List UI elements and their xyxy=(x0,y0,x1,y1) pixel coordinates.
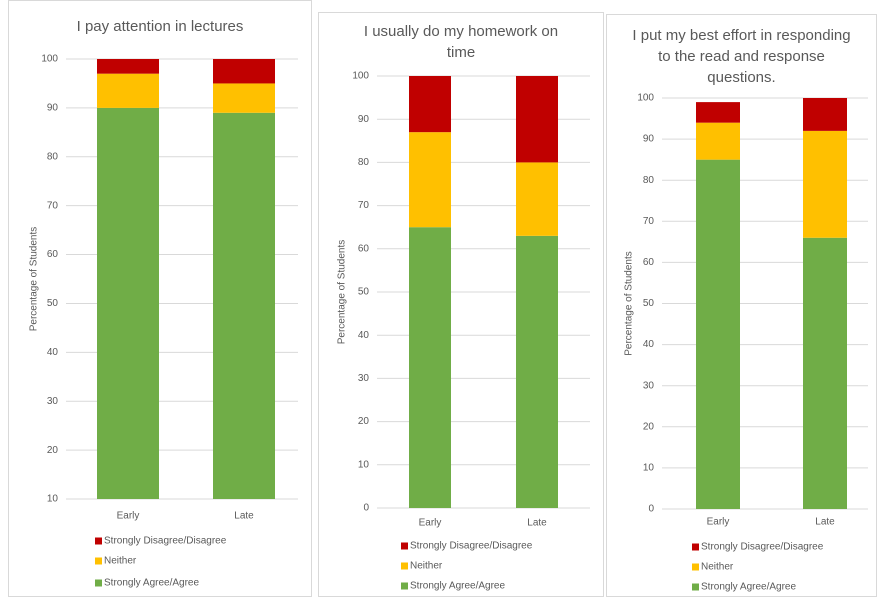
bar-segment xyxy=(213,83,275,113)
bar-segment xyxy=(213,112,275,500)
y-tick-label: 60 xyxy=(47,249,59,260)
y-tick-label: 20 xyxy=(643,421,655,432)
y-tick-label: 70 xyxy=(358,200,370,211)
bar-segment xyxy=(409,227,451,508)
legend-label: Neither xyxy=(104,556,137,567)
y-tick-label: 0 xyxy=(363,503,369,514)
legend-label: Strongly Disagree/Disagree xyxy=(701,542,824,553)
y-tick-label: 0 xyxy=(648,504,654,515)
bar-segment xyxy=(696,159,740,509)
legend-swatch xyxy=(95,579,102,587)
y-tick-label: 40 xyxy=(47,347,59,358)
legend-swatch xyxy=(692,583,699,591)
y-tick-label: 80 xyxy=(643,175,655,186)
y-tick-label: 10 xyxy=(47,494,59,505)
y-tick-label: 70 xyxy=(47,200,59,211)
y-tick-label: 20 xyxy=(47,445,59,456)
legend-swatch xyxy=(95,537,102,545)
y-tick-label: 70 xyxy=(643,216,655,227)
y-tick-label: 80 xyxy=(47,151,59,162)
y-tick-label: 10 xyxy=(358,459,370,470)
bar-segment xyxy=(97,59,159,74)
bar-segment xyxy=(803,98,847,131)
y-tick-label: 30 xyxy=(47,396,59,407)
chart-title: I put my best effort in responding to th… xyxy=(632,27,851,86)
chart-title: I usually do my homework on time xyxy=(363,23,559,61)
x-tick-label: Early xyxy=(419,518,442,529)
legend-swatch xyxy=(401,542,408,550)
y-tick-label: 100 xyxy=(41,54,58,65)
bar-segment xyxy=(516,76,558,163)
bar-segment xyxy=(516,235,558,508)
bar-segment xyxy=(803,130,847,238)
bar-segment xyxy=(696,122,740,160)
y-tick-label: 90 xyxy=(47,103,59,114)
legend-label: Neither xyxy=(701,562,734,573)
legend-swatch xyxy=(95,557,102,565)
legend-swatch xyxy=(692,543,699,551)
y-tick-label: 90 xyxy=(643,134,655,145)
y-tick-label: 40 xyxy=(358,330,370,341)
y-tick-label: 40 xyxy=(643,339,655,350)
y-tick-label: 50 xyxy=(358,287,370,298)
y-tick-label: 60 xyxy=(643,257,655,268)
y-axis-label: Percentage of Students xyxy=(29,227,40,332)
bar-segment xyxy=(803,237,847,510)
legend-swatch xyxy=(401,582,408,590)
bar-segment xyxy=(516,162,558,236)
y-tick-label: 30 xyxy=(358,373,370,384)
bar-segment xyxy=(97,107,159,499)
y-tick-label: 50 xyxy=(643,298,655,309)
legend-label: Strongly Agree/Agree xyxy=(701,582,796,593)
y-tick-label: 50 xyxy=(47,298,59,309)
bar-segment xyxy=(213,59,275,84)
bar-segment xyxy=(409,76,451,133)
chart-title: I pay attention in lectures xyxy=(76,18,244,35)
y-tick-label: 30 xyxy=(643,380,655,391)
x-tick-label: Late xyxy=(527,518,547,529)
y-axis-label: Percentage of Students xyxy=(337,240,348,345)
y-tick-label: 80 xyxy=(358,157,370,168)
x-tick-label: Early xyxy=(117,511,140,522)
y-tick-label: 90 xyxy=(358,114,370,125)
legend-swatch xyxy=(401,562,408,570)
legend-label: Strongly Disagree/Disagree xyxy=(410,541,533,552)
y-tick-label: 100 xyxy=(637,93,654,104)
y-axis-label: Percentage of Students xyxy=(624,251,635,356)
panel-border xyxy=(318,12,604,597)
bar-segment xyxy=(97,73,159,108)
y-tick-label: 60 xyxy=(358,243,370,254)
y-tick-label: 10 xyxy=(643,463,655,474)
bar-segment xyxy=(696,102,740,123)
bar-segment xyxy=(409,132,451,228)
legend-label: Neither xyxy=(410,561,443,572)
legend-swatch xyxy=(692,563,699,571)
legend-label: Strongly Disagree/Disagree xyxy=(104,536,227,547)
y-tick-label: 20 xyxy=(358,416,370,427)
legend-label: Strongly Agree/Agree xyxy=(410,581,505,592)
x-tick-label: Late xyxy=(234,511,254,522)
x-tick-label: Early xyxy=(707,517,730,528)
x-tick-label: Late xyxy=(815,517,835,528)
legend-label: Strongly Agree/Agree xyxy=(104,578,199,589)
y-tick-label: 100 xyxy=(352,71,369,82)
